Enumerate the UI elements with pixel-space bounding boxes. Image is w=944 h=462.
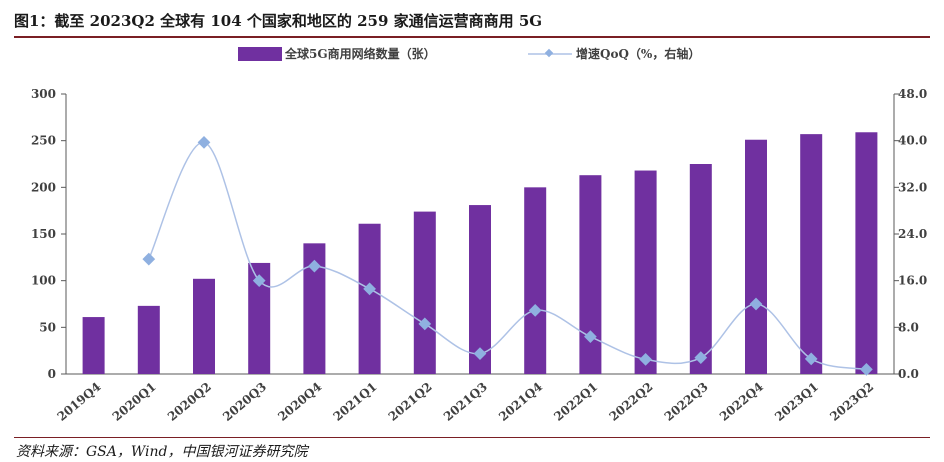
bar	[579, 175, 602, 374]
x-tick-label: 2021Q4	[496, 380, 545, 424]
growth-marker	[252, 274, 266, 288]
growth-marker	[142, 252, 156, 266]
legend-label-bar: 全球5G商用网络数量（张）	[284, 46, 436, 61]
left-tick-label: 50	[39, 320, 56, 334]
right-tick-label: 48.0	[898, 87, 927, 101]
x-tick-label: 2020Q1	[110, 380, 159, 424]
x-tick-label: 2021Q3	[441, 380, 490, 424]
bar	[358, 223, 381, 374]
x-tick-label: 2022Q3	[662, 380, 711, 424]
growth-marker	[308, 259, 321, 273]
bar	[248, 262, 271, 374]
x-tick-label: 2021Q1	[331, 380, 380, 424]
bar	[193, 278, 215, 374]
bar	[634, 170, 657, 374]
right-tick-label: 16.0	[898, 274, 927, 288]
bar	[413, 211, 436, 374]
bar	[689, 164, 712, 374]
bar	[469, 205, 491, 374]
right-tick-label: 24.0	[898, 227, 927, 241]
source-rule	[14, 437, 930, 438]
x-tick-label: 2022Q2	[607, 380, 656, 424]
x-tick-label: 2020Q3	[220, 380, 269, 424]
x-tick-label: 2021Q2	[386, 380, 435, 424]
left-tick-label: 150	[31, 227, 56, 241]
figure-title: 图1：截至 2023Q2 全球有 104 个国家和地区的 259 家通信运营商商…	[14, 12, 543, 30]
x-tick-label: 2023Q2	[827, 380, 876, 424]
x-tick-label: 2020Q4	[275, 380, 324, 424]
bar	[800, 134, 823, 374]
x-tick-label: 2019Q4	[55, 380, 104, 424]
legend: 全球5G商用网络数量（张） 增速QoQ（%，右轴）	[238, 46, 700, 61]
bar	[745, 139, 767, 374]
title-rule	[14, 36, 930, 38]
bar	[855, 132, 878, 374]
source-note: 资料来源：GSA，Wind，中国银河证券研究院	[16, 444, 308, 460]
legend-swatch-bar	[238, 47, 282, 61]
growth-marker	[473, 347, 487, 360]
growth-marker	[197, 136, 211, 149]
bar	[137, 305, 160, 374]
right-tick-label: 32.0	[898, 180, 927, 194]
left-tick-label: 250	[31, 134, 56, 148]
right-tick-label: 0.0	[898, 367, 919, 381]
x-tick-label: 2022Q4	[717, 380, 766, 424]
x-tick-label: 2023Q1	[772, 380, 821, 424]
left-tick-label: 200	[31, 180, 56, 194]
legend-label-line: 增速QoQ（%，右轴）	[576, 46, 700, 61]
right-tick-label: 40.0	[898, 134, 927, 148]
growth-marker	[418, 317, 432, 331]
x-tick-label: 2022Q1	[551, 380, 600, 424]
bar	[524, 187, 547, 374]
growth-marker	[363, 282, 376, 296]
bar	[82, 317, 105, 374]
right-tick-label: 8.0	[898, 320, 919, 334]
bar	[303, 243, 326, 374]
x-tick-label: 2020Q2	[165, 380, 214, 424]
legend-swatch-marker	[544, 48, 554, 58]
left-tick-label: 100	[31, 274, 56, 288]
left-tick-label: 0	[48, 367, 56, 381]
left-tick-label: 300	[31, 87, 56, 101]
title-bar: 图1：截至 2023Q2 全球有 104 个国家和地区的 259 家通信运营商商…	[14, 8, 930, 38]
